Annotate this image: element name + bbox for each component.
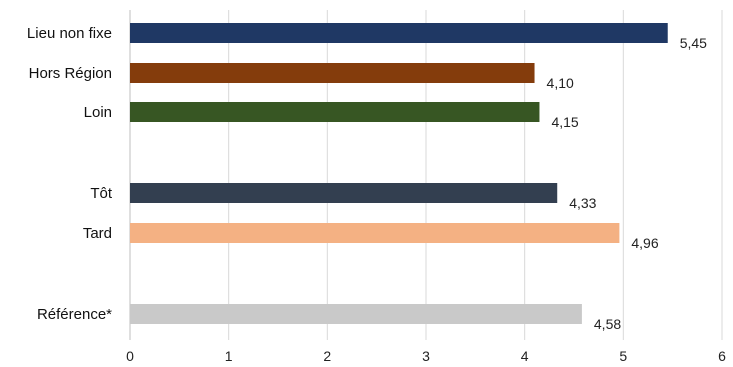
data-label: 4,58 bbox=[594, 316, 621, 332]
x-tick-label: 3 bbox=[422, 348, 430, 364]
data-label: 5,45 bbox=[680, 35, 707, 51]
category-label: Tard bbox=[83, 225, 112, 242]
category-label: Tôt bbox=[90, 185, 113, 202]
bar-2 bbox=[130, 102, 540, 122]
bar-3 bbox=[130, 183, 558, 203]
x-tick-label: 6 bbox=[718, 348, 726, 364]
category-label: Référence* bbox=[37, 306, 112, 323]
x-tick-label: 1 bbox=[225, 348, 233, 364]
category-label: Hors Région bbox=[29, 65, 112, 82]
bars bbox=[130, 23, 668, 324]
bar-4 bbox=[130, 223, 620, 243]
bar-1 bbox=[130, 63, 535, 83]
bar-5 bbox=[130, 304, 582, 324]
data-label: 4,10 bbox=[547, 75, 574, 91]
grid bbox=[129, 10, 723, 340]
data-label: 4,96 bbox=[631, 235, 658, 251]
x-tick-label: 2 bbox=[323, 348, 331, 364]
x-tick-label: 0 bbox=[126, 348, 134, 364]
data-label: 4,33 bbox=[569, 195, 596, 211]
category-label: Loin bbox=[84, 104, 112, 121]
bar-0 bbox=[130, 23, 668, 43]
data-label: 4,15 bbox=[551, 114, 578, 130]
x-tick-label: 5 bbox=[619, 348, 627, 364]
x-tick-label: 4 bbox=[521, 348, 529, 364]
labels: 0 1 2 3 4 5 6 Lieu non fixe 5,45 Hors Région 4,10 L… bbox=[27, 25, 726, 364]
category-label: Lieu non fixe bbox=[27, 25, 112, 42]
